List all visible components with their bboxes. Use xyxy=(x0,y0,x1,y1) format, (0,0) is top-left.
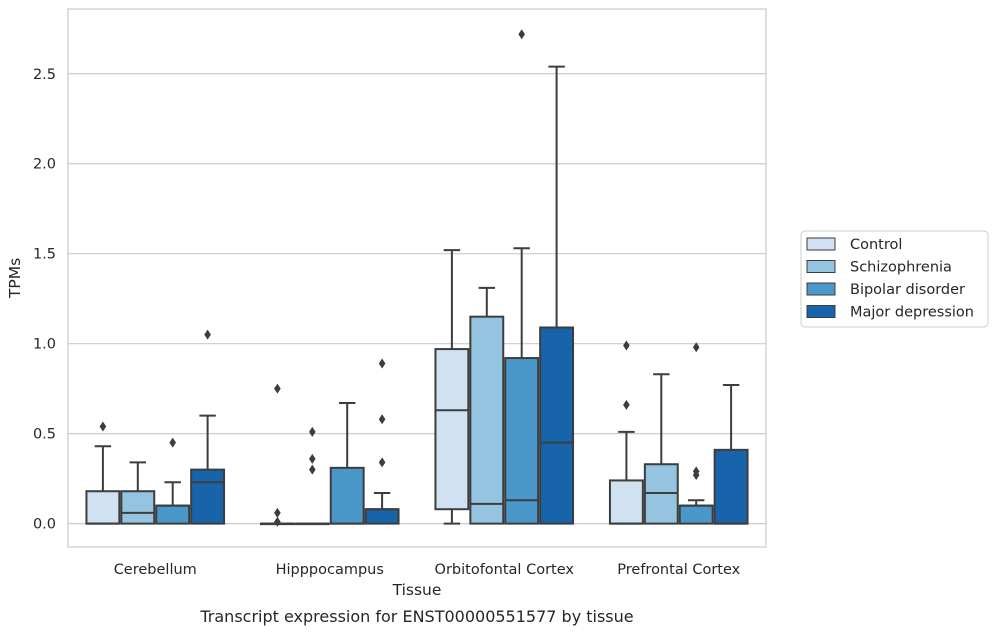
x-tick-label: Prefrontal Cortex xyxy=(617,562,740,578)
box-iqr xyxy=(120,490,156,525)
box-1-1 xyxy=(294,426,330,526)
outlier-point xyxy=(309,464,316,475)
outlier-point xyxy=(204,329,211,340)
outlier-point xyxy=(692,342,700,353)
outlier-point xyxy=(692,466,700,477)
box-0-3 xyxy=(190,329,226,525)
box-iqr xyxy=(329,466,365,525)
box-1-2 xyxy=(329,402,365,525)
outlier-point xyxy=(99,421,107,432)
y-tick-label: 2.5 xyxy=(33,67,56,83)
box-3-2 xyxy=(678,342,714,525)
x-tick-label: Cerebellum xyxy=(114,562,197,578)
box-iqr xyxy=(364,508,400,525)
y-axis-ticks: 0.0 0.5 1.0 1.5 2.0 2.5 xyxy=(33,67,56,533)
y-tick-label: 1.0 xyxy=(33,337,56,353)
box-0-0 xyxy=(85,421,121,525)
legend-label: Control xyxy=(850,237,902,253)
outlier-point xyxy=(378,414,386,425)
outlier-point xyxy=(623,340,630,351)
box-3-3 xyxy=(713,384,749,525)
box-0-2 xyxy=(155,437,191,525)
boxes xyxy=(85,29,749,527)
outlier-point xyxy=(378,358,386,369)
outlier-point xyxy=(518,29,525,40)
box-3-1 xyxy=(643,373,679,525)
legend-swatch xyxy=(806,260,836,273)
box-iqr xyxy=(85,490,121,525)
legend-swatch xyxy=(806,282,836,296)
box-iqr xyxy=(155,504,191,525)
legend-label: Schizophrenia xyxy=(850,260,952,276)
plot-area-frame xyxy=(67,8,767,548)
box-iqr xyxy=(678,504,714,525)
outlier-point xyxy=(169,437,176,448)
box-iqr xyxy=(504,357,540,525)
x-tick-label: Hipppocampus xyxy=(276,562,384,578)
box-iqr xyxy=(190,468,226,525)
box-1-0 xyxy=(259,383,295,527)
y-tick-label: 1.5 xyxy=(33,247,56,263)
x-tick-label: Orbitofontal Cortex xyxy=(435,562,575,578)
box-iqr xyxy=(539,326,575,525)
box-2-1 xyxy=(469,286,505,525)
box-1-3 xyxy=(364,358,400,525)
legend-swatch xyxy=(806,237,836,251)
box-0-1 xyxy=(120,461,156,525)
box-iqr xyxy=(713,448,749,525)
legend-label: Major depression xyxy=(850,305,974,321)
y-tick-label: 0.5 xyxy=(33,427,56,443)
legend: Control Schizophrenia Bipolar disorder Majo… xyxy=(800,230,989,328)
outlier-point xyxy=(378,457,386,468)
box-iqr xyxy=(434,348,470,511)
legend-frame xyxy=(800,230,989,328)
box-2-0 xyxy=(434,249,470,525)
box-3-0 xyxy=(608,340,644,525)
outlier-point xyxy=(309,426,316,437)
box-2-2 xyxy=(504,29,540,525)
y-tick-label: 0.0 xyxy=(33,517,56,533)
box-2-3 xyxy=(539,65,575,525)
y-tick-label: 2.0 xyxy=(33,157,56,173)
chart-caption: Transcript expression for ENST0000055157… xyxy=(199,607,633,626)
outlier-point xyxy=(274,383,281,394)
x-axis-label: Tissue xyxy=(392,581,442,599)
y-axis-label: TPMs xyxy=(6,258,24,299)
x-axis-ticks: Cerebellum Hipppocampus Orbitofontal Corte… xyxy=(114,562,741,578)
outlier-point xyxy=(274,507,281,518)
legend-swatch xyxy=(806,305,836,318)
box-iqr xyxy=(608,479,644,525)
outlier-point xyxy=(623,399,630,410)
box-iqr xyxy=(469,315,505,525)
legend-label: Bipolar disorder xyxy=(850,282,965,298)
outlier-point xyxy=(309,453,316,464)
outlier-point xyxy=(274,516,281,527)
